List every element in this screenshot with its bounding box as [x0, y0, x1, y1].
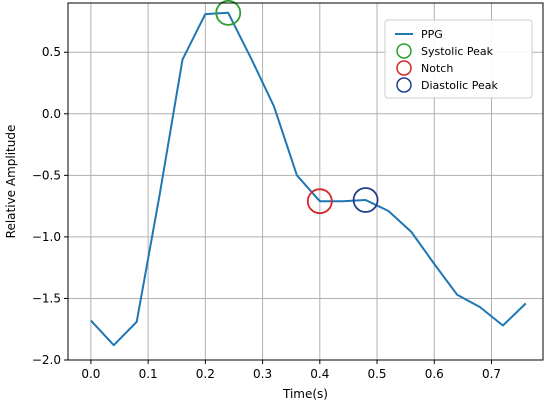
y-axis-title: Relative Amplitude [4, 125, 18, 239]
marker-systolic-peak [215, 0, 242, 26]
legend: PPG Systolic Peak Notch Diastolic Peak [384, 19, 533, 99]
x-axis-title: Time(s) [282, 387, 328, 401]
legend-box [384, 19, 533, 99]
marker-notch [306, 188, 333, 215]
series-layer [90, 11, 527, 347]
legend-swatch-diastolic-peak [396, 77, 412, 93]
x-tick-label: 0.6 [425, 367, 444, 381]
y-tick-label: 0.0 [42, 107, 61, 121]
plot-frame [67, 2, 544, 361]
x-tick-label: 0.7 [482, 367, 501, 381]
y-tick-label: −2.0 [32, 353, 61, 367]
x-tick-label: 0.3 [253, 367, 272, 381]
y-tick-label: −1.0 [32, 230, 61, 244]
y-axis-ticks: −2.0 −1.5 −1.0 −0.5 0.0 0.5 [32, 45, 68, 367]
y-tick-label: −1.5 [32, 291, 61, 305]
x-tick-label: 0.2 [196, 367, 215, 381]
y-tick-label: −0.5 [32, 168, 61, 182]
x-tick-label: 0.0 [81, 367, 100, 381]
marker-diastolic-peak [352, 187, 379, 213]
x-axis-ticks: 0.0 0.1 0.2 0.3 0.4 0.5 0.6 0.7 [81, 360, 501, 381]
x-tick-label: 0.1 [139, 367, 158, 381]
legend-label-ppg: PPG [421, 28, 443, 41]
legend-label-diastolic-peak: Diastolic Peak [421, 79, 498, 92]
x-tick-label: 0.5 [367, 367, 386, 381]
legend-swatch-notch [396, 60, 412, 76]
marker-layer [215, 0, 379, 215]
legend-label-systolic-peak: Systolic Peak [421, 45, 494, 58]
series-line-ppg [90, 11, 527, 347]
x-tick-label: 0.4 [310, 367, 329, 381]
legend-label-notch: Notch [421, 62, 453, 75]
y-tick-label: 0.5 [42, 45, 61, 59]
legend-swatch-systolic-peak [396, 43, 412, 59]
